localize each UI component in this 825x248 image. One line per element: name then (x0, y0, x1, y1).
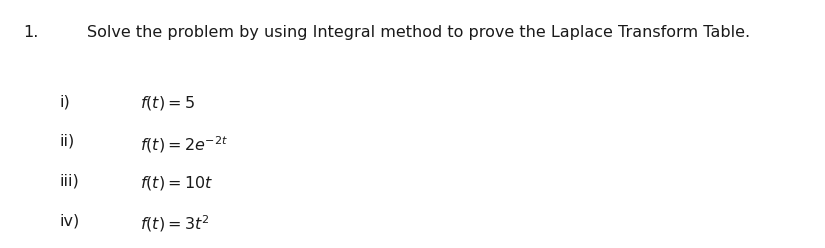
Text: Solve the problem by using Integral method to prove the Laplace Transform Table.: Solve the problem by using Integral meth… (87, 25, 750, 40)
Text: $f(t) = 2e^{-2t}$: $f(t) = 2e^{-2t}$ (140, 134, 229, 155)
Text: $f(t) = 5$: $f(t) = 5$ (140, 94, 195, 112)
Text: $f(t) = 10t$: $f(t) = 10t$ (140, 174, 214, 192)
Text: 1.: 1. (23, 25, 39, 40)
Text: iii): iii) (59, 174, 79, 188)
Text: $f(t) = 3t^{2}$: $f(t) = 3t^{2}$ (140, 213, 210, 234)
Text: iv): iv) (59, 213, 80, 228)
Text: i): i) (59, 94, 70, 109)
Text: ii): ii) (59, 134, 74, 149)
